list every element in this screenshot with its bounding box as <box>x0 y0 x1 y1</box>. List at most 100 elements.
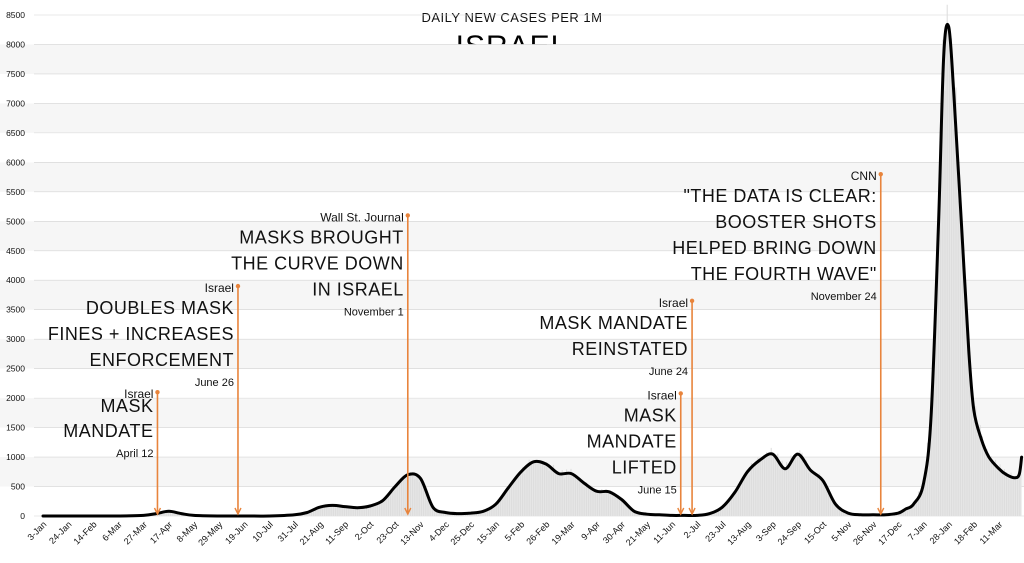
cases-line-group <box>41 22 1024 518</box>
annotation-headline: DOUBLES MASK <box>86 298 234 318</box>
annotation-date: June 24 <box>649 366 688 378</box>
annotation-marker-dot <box>878 171 883 177</box>
annotation-headline: MASK <box>100 396 153 416</box>
y-tick-label: 6500 <box>6 128 25 138</box>
x-tick-label: 11-Jun <box>651 519 677 545</box>
annotation-headline: IN ISRAEL <box>312 279 404 299</box>
annotation-headline: MANDATE <box>63 421 153 441</box>
x-tick-label: 9-Apr <box>579 519 602 542</box>
x-tick-label: 27-Mar <box>122 519 149 546</box>
annotation-marker-dot <box>155 390 160 395</box>
x-tick-label: 24-Sep <box>776 519 804 547</box>
grid-band <box>0 103 1024 133</box>
y-axis-ticks: 0 500 1000 1500 2000 2500 3000 3500 4000 4500 5000… <box>6 10 25 521</box>
x-tick-label: 23-Jul <box>703 519 727 543</box>
y-tick-label: 8000 <box>6 39 25 49</box>
y-tick-label: 2000 <box>6 393 25 403</box>
y-tick-label: 4000 <box>6 275 25 285</box>
annotation-date: April 12 <box>116 448 153 460</box>
x-tick-label: 29-May <box>196 519 225 548</box>
annotation-headline: ENFORCEMENT <box>89 350 234 370</box>
x-tick-label: 3-Jan <box>25 519 48 542</box>
x-tick-label: 24-Jan <box>47 519 74 546</box>
x-tick-label: 19-Jun <box>223 519 250 546</box>
annotation-headline: BOOSTER SHOTS <box>715 212 877 232</box>
grid-band <box>0 339 1024 369</box>
y-tick-label: 4500 <box>6 246 25 256</box>
grid-band <box>0 280 1024 310</box>
annotation-headline: FINES + INCREASES <box>48 324 234 344</box>
y-tick-label: 7500 <box>6 69 25 79</box>
annotation-headline: THE CURVE DOWN <box>231 253 404 273</box>
y-tick-label: 3000 <box>6 334 25 344</box>
y-tick-label: 8500 <box>6 10 25 20</box>
x-tick-label: 17-Dec <box>876 519 904 547</box>
annotation-headline: LIFTED <box>612 457 677 477</box>
annotation-arrowhead <box>153 507 162 516</box>
annotation-arrowhead <box>404 507 412 516</box>
grid-band <box>0 221 1024 251</box>
annotation-marker-dot <box>678 391 683 396</box>
annotation-marker-dot <box>235 283 241 289</box>
annotation-source: Israel <box>647 388 676 402</box>
y-tick-label: 5500 <box>6 187 25 197</box>
y-tick-label: 2500 <box>6 364 25 374</box>
x-tick-label: 11-Sep <box>323 519 350 546</box>
x-tick-label: 10-Jul <box>250 519 274 543</box>
x-tick-label: 2-Oct <box>353 519 376 542</box>
annotation-headline: HELPED BRING DOWN <box>672 238 877 258</box>
annotation-marker-dot <box>405 213 410 218</box>
x-tick-label: 2-Jul <box>682 519 703 540</box>
annotation: Israel DOUBLES MASK FINES + INCREASES ENFOR… <box>48 281 242 516</box>
chart-subtitle: DAILY NEW CASES PER 1M <box>421 10 603 25</box>
grid-band <box>0 44 1024 74</box>
background-bands <box>0 44 1024 487</box>
y-tick-label: 1500 <box>6 423 25 433</box>
x-tick-label: 30-Apr <box>601 519 627 545</box>
x-tick-label: 11-Mar <box>978 519 1005 546</box>
annotation-source: Israel <box>124 387 153 401</box>
x-tick-label: 13-Nov <box>398 519 426 547</box>
annotation-arrowhead <box>688 507 696 516</box>
cases-line <box>41 22 1024 518</box>
y-tick-label: 1000 <box>6 452 25 462</box>
y-tick-label: 500 <box>11 482 25 492</box>
y-tick-label: 5000 <box>6 216 25 226</box>
x-tick-label: 5-Feb <box>503 519 527 543</box>
annotation-arrowhead <box>877 507 885 516</box>
annotation: Israel MASK MANDATE REINSTATED June 24 <box>539 296 696 516</box>
annotation-headline: MASK <box>624 405 677 425</box>
x-tick-label: 13-Aug <box>725 519 753 547</box>
x-tick-label: 17-Apr <box>148 519 174 545</box>
x-tick-label: 21-May <box>624 519 653 548</box>
x-tick-label: 6-Mar <box>100 519 124 543</box>
annotation-date: June 15 <box>638 484 677 496</box>
grid-band <box>0 162 1024 192</box>
annotation-headline: MASKS BROUGHT <box>239 227 404 247</box>
grid-band <box>0 398 1024 428</box>
annotation: Wall St. Journal MASKS BROUGHT THE CURVE D… <box>231 210 412 516</box>
annotation-arrowhead <box>234 507 242 516</box>
x-tick-label: 25-Dec <box>449 519 477 547</box>
x-tick-label: 28-Jan <box>928 519 955 546</box>
annotation: Israel MASK MANDATE LIFTED June 15 <box>587 388 685 516</box>
x-tick-label: 18-Feb <box>952 519 979 546</box>
x-tick-label: 19-Mar <box>549 519 576 546</box>
y-tick-label: 0 <box>20 511 25 521</box>
annotation-date: June 26 <box>195 377 234 389</box>
annotation-headline: REINSTATED <box>572 339 688 359</box>
y-tick-label: 3500 <box>6 305 25 315</box>
annotation-headline: MASK MANDATE <box>539 313 688 333</box>
annotation-marker-dot <box>689 298 695 304</box>
annotation-headline: "THE DATA IS CLEAR: <box>683 186 876 206</box>
y-tick-label: 6000 <box>6 157 25 167</box>
annotation-source: Wall St. Journal <box>320 210 404 224</box>
annotation: CNN "THE DATA IS CLEAR: BOOSTER SHOTS HELPE… <box>672 169 885 516</box>
annotation-date: November 1 <box>344 306 404 318</box>
annotation-date: November 24 <box>811 291 877 303</box>
x-tick-label: 23-Oct <box>374 519 401 546</box>
y-tick-label: 7000 <box>6 98 25 108</box>
